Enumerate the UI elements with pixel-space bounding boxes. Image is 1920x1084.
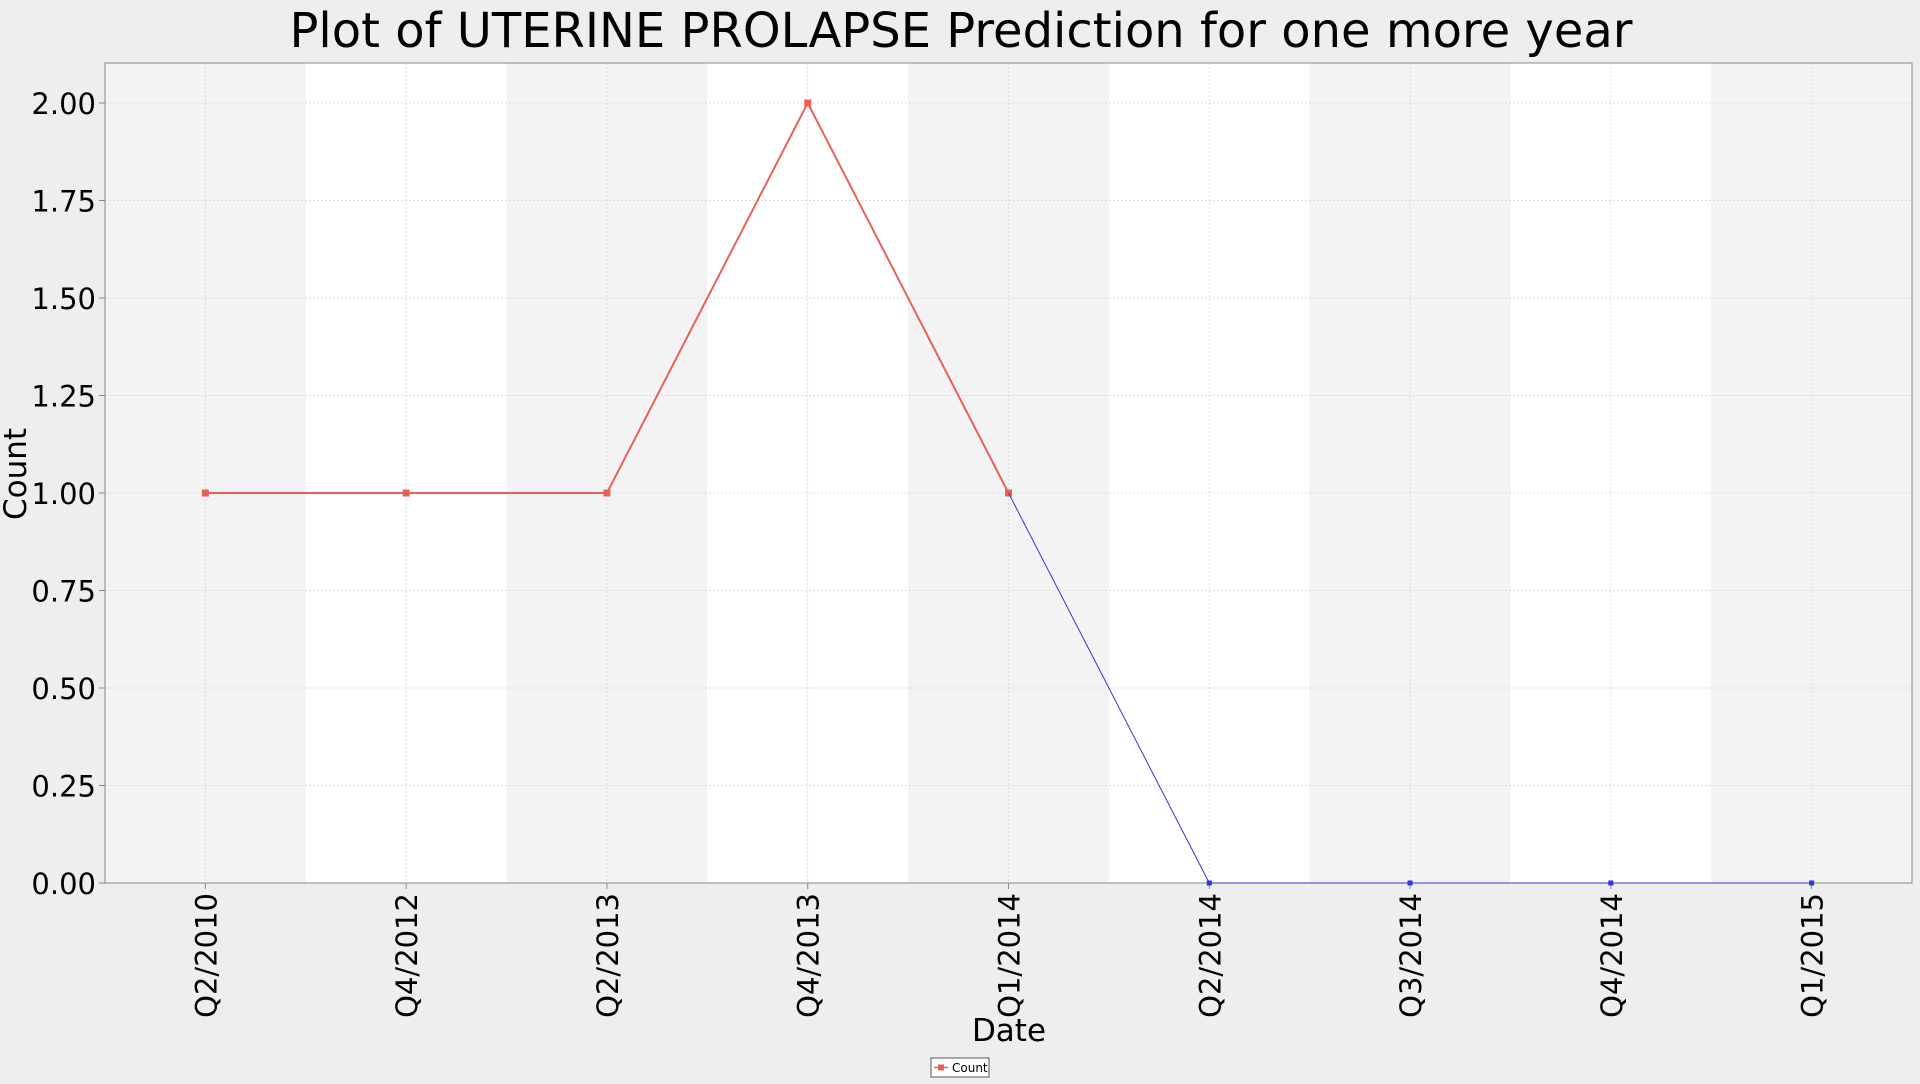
y-tick-label: 1.25 [31,380,96,414]
plot-border [104,62,1913,884]
y-tick-label: 0.50 [31,672,96,706]
data-point [804,99,812,107]
data-point [1206,880,1212,886]
y-tick-label: 0.25 [31,770,96,804]
y-tick-label: 1.75 [31,185,96,219]
x-tick-label: Q1/2015 [1796,893,1830,1018]
data-point [1809,880,1815,886]
legend-swatch-marker [938,1064,944,1071]
x-tick-label: Q4/2012 [390,893,424,1018]
x-tick-label: Q2/2010 [189,893,223,1018]
plot-area: 0.00 0.25 0.50 0.75 1.00 1.25 1.50 1.75 2.00 Q2/2… [31,62,1913,1018]
data-point [603,489,611,497]
y-tick-label: 2.00 [31,87,96,121]
data-point [402,489,410,497]
x-tick-label: Q2/2013 [591,893,625,1018]
x-tick-label: Q2/2014 [1193,893,1227,1018]
data-point [1608,880,1614,886]
x-tick-label: Q4/2014 [1595,893,1629,1018]
y-tick-label: 1.50 [31,282,96,316]
y-tick-label: 1.00 [31,477,96,511]
legend: Count [930,1057,990,1078]
x-tick-label: Q1/2014 [993,893,1027,1018]
x-axis-label: Date [972,1013,1046,1049]
data-point [1407,880,1413,886]
y-tick-label: 0.75 [31,575,96,609]
x-tick-label: Q3/2014 [1394,893,1428,1018]
y-tick-label: 0.00 [31,867,96,901]
legend-box [930,1057,990,1078]
chart-title: Plot of UTERINE PROLAPSE Prediction for … [289,3,1632,59]
data-point [201,489,209,497]
x-tick-label: Q4/2013 [792,893,826,1018]
legend-label: Count [952,1061,988,1075]
y-axis-label: Count [0,428,34,520]
